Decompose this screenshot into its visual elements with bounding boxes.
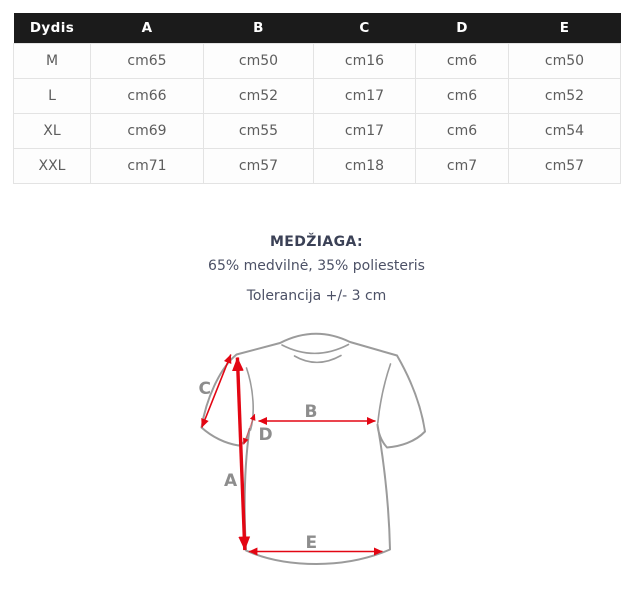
- size-table-header: Dydis A B C D E: [13, 13, 621, 44]
- collar-inner-line: [281, 343, 350, 355]
- table-cell: cm16: [313, 43, 416, 79]
- table-cell: cm57: [508, 148, 621, 184]
- table-cell: cm71: [90, 148, 204, 184]
- material-title: MEDŽIAGA:: [269, 234, 364, 250]
- column-header-size: Dydis: [13, 13, 91, 44]
- measure-label-d: D: [259, 425, 273, 445]
- size-label: XL: [13, 113, 91, 149]
- column-header-b: B: [203, 13, 314, 44]
- table-row-l: L cm66 cm52 cm17 cm6 cm52: [13, 78, 621, 114]
- measure-arrow-c: [201, 354, 232, 428]
- table-cell: cm52: [508, 78, 621, 114]
- table-row-xl: XL cm69 cm55 cm17 cm6 cm54: [13, 113, 621, 149]
- material-composition: 65% medvilnė, 35% poliesteris: [208, 258, 425, 274]
- table-cell: cm6: [415, 78, 509, 114]
- armhole-seam-right: [377, 363, 392, 424]
- table-row-m: M cm65 cm50 cm16 cm6 cm50: [13, 43, 621, 79]
- collar-band-line: [293, 354, 342, 364]
- measure-label-c: C: [199, 379, 211, 399]
- size-label: XXL: [13, 148, 91, 184]
- measure-label-b: B: [305, 402, 318, 422]
- table-cell: cm17: [313, 78, 416, 114]
- table-cell: cm50: [508, 43, 621, 79]
- size-table: Dydis A B C D E M cm65 cm50 cm16 cm6 cm5…: [13, 13, 621, 184]
- measure-label-e: E: [306, 533, 318, 553]
- size-label: L: [13, 78, 91, 114]
- size-label: M: [13, 43, 91, 79]
- header-row: Dydis A B C D E: [13, 13, 621, 44]
- table-cell: cm54: [508, 113, 621, 149]
- table-cell: cm65: [90, 43, 204, 79]
- tshirt-outline: [200, 332, 426, 565]
- table-row-xxl: XXL cm71 cm57 cm18 cm7 cm57: [13, 148, 621, 184]
- table-cell: cm50: [203, 43, 314, 79]
- table-cell: cm55: [203, 113, 314, 149]
- tolerance-note: Tolerancija +/- 3 cm: [246, 288, 387, 304]
- measure-label-a: A: [224, 471, 238, 491]
- table-cell: cm6: [415, 43, 509, 79]
- tshirt-measurement-diagram: C A B D E: [199, 332, 426, 565]
- column-header-a: A: [90, 13, 204, 44]
- table-cell: cm17: [313, 113, 416, 149]
- table-cell: cm66: [90, 78, 204, 114]
- table-cell: cm69: [90, 113, 204, 149]
- column-header-d: D: [415, 13, 509, 44]
- table-cell: cm52: [203, 78, 314, 114]
- table-cell: cm6: [415, 113, 509, 149]
- measure-arrow-a: [231, 356, 251, 551]
- column-header-e: E: [508, 13, 621, 44]
- column-header-c: C: [313, 13, 416, 44]
- table-cell: cm57: [203, 148, 314, 184]
- measure-arrow-d: [243, 413, 256, 445]
- table-cell: cm18: [313, 148, 416, 184]
- size-table-body: M cm65 cm50 cm16 cm6 cm50 L cm66 cm52 cm…: [13, 43, 621, 184]
- table-cell: cm7: [415, 148, 509, 184]
